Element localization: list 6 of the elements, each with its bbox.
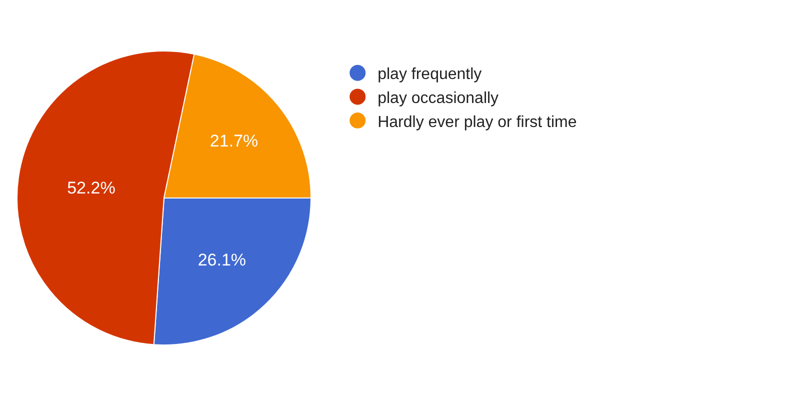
legend-label: play frequently — [378, 66, 482, 84]
data-label: 26.1% — [198, 250, 246, 270]
legend-label: Hardly ever play or first time — [378, 114, 577, 131]
data-label: 21.7% — [210, 132, 258, 151]
data-label: 52.2% — [67, 178, 116, 198]
legend-label: play occasionally — [378, 90, 499, 107]
